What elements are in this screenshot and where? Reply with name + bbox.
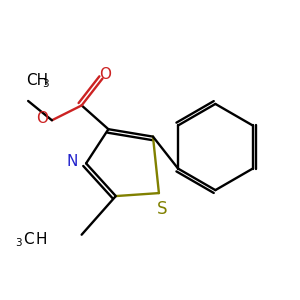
Text: S: S [157, 200, 167, 217]
Text: N: N [66, 154, 77, 169]
Text: O: O [36, 111, 48, 126]
Text: 3: 3 [42, 79, 49, 89]
Text: 3: 3 [15, 238, 22, 248]
Text: O: O [99, 67, 111, 82]
Text: C: C [23, 232, 34, 247]
Text: H: H [36, 232, 47, 247]
Text: CH: CH [26, 73, 48, 88]
